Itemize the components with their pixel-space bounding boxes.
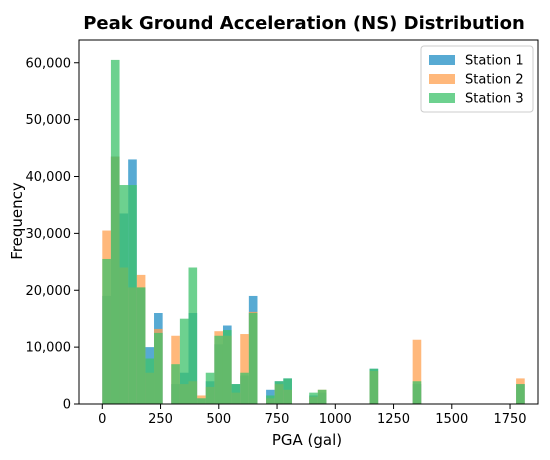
bar-station-3-bin-20 xyxy=(274,381,284,404)
y-tick-label: 60,000 xyxy=(26,56,72,71)
legend-swatch-station-2 xyxy=(429,74,455,84)
plot-frame xyxy=(78,39,539,405)
chart-title: Peak Ground Acceleration (NS) Distributi… xyxy=(83,13,525,34)
bars-layer xyxy=(102,59,525,404)
bar-station-3-bin-2 xyxy=(119,185,129,404)
x-axis: 0 250 500 750 1000 1250 1500 1750 xyxy=(98,404,527,427)
bar-station-3-bin-13 xyxy=(214,335,223,404)
legend-swatch-station-1 xyxy=(429,55,455,65)
y-tick-label: 0 xyxy=(63,398,71,413)
x-tick-label: 250 xyxy=(148,412,173,427)
legend-label-station-2: Station 2 xyxy=(465,73,524,88)
x-tick-label: 1500 xyxy=(435,412,468,427)
x-tick-label: 0 xyxy=(98,412,106,427)
legend-label-station-3: Station 3 xyxy=(465,92,524,107)
bar-station-3-bin-8 xyxy=(171,364,180,404)
legend-swatch-station-3 xyxy=(429,93,455,103)
bar-station-3-bin-21 xyxy=(283,378,292,404)
bar-station-3-bin-0 xyxy=(102,258,111,404)
bar-station-3-bin-11 xyxy=(197,398,206,404)
bar-station-3-bin-25 xyxy=(317,389,327,404)
bar-station-3-bin-15 xyxy=(231,384,241,404)
x-tick-label: 1750 xyxy=(493,412,526,427)
bar-station-2-bin-36 xyxy=(412,339,422,404)
y-tick-label: 10,000 xyxy=(26,341,72,356)
bar-station-3-bin-31 xyxy=(369,368,379,404)
x-tick-label: 1250 xyxy=(377,412,410,427)
x-axis-label: PGA (gal) xyxy=(272,431,342,449)
y-tick-label: 20,000 xyxy=(26,284,72,299)
bar-station-3-bin-17 xyxy=(248,313,258,404)
y-tick-label: 50,000 xyxy=(26,113,72,128)
x-tick-label: 750 xyxy=(265,412,290,427)
bar-station-3-bin-19 xyxy=(266,395,275,404)
bar-station-3-bin-24 xyxy=(309,392,318,404)
y-axis: 0 10,000 20,000 30,000 40,000 50,000 60,000 xyxy=(26,56,79,413)
x-tick-label: 1000 xyxy=(319,412,352,427)
bar-station-3-bin-48 xyxy=(516,384,525,404)
bar-station-3-bin-3 xyxy=(128,185,137,404)
y-axis-label: Frequency xyxy=(8,182,26,260)
legend: Station 1 Station 2 Station 3 xyxy=(420,45,534,113)
y-tick-label: 30,000 xyxy=(26,227,72,242)
bar-station-3-bin-4 xyxy=(136,287,146,404)
bar-station-2-bin-16 xyxy=(240,334,249,404)
bar-station-3-bin-1 xyxy=(110,59,120,404)
y-tick-label: 40,000 xyxy=(26,170,72,185)
bar-station-3-bin-14 xyxy=(222,330,232,404)
legend-label-station-1: Station 1 xyxy=(465,54,524,69)
bar-station-3-bin-36 xyxy=(412,381,422,404)
bar-station-3-bin-12 xyxy=(205,372,215,404)
bar-station-3-bin-6 xyxy=(154,332,163,404)
bar-station-3-bin-5 xyxy=(145,358,155,404)
bar-station-3-bin-10 xyxy=(188,267,198,404)
bar-station-3-bin-16 xyxy=(240,372,249,404)
x-tick-label: 500 xyxy=(206,412,231,427)
bar-station-3-bin-9 xyxy=(179,318,189,404)
